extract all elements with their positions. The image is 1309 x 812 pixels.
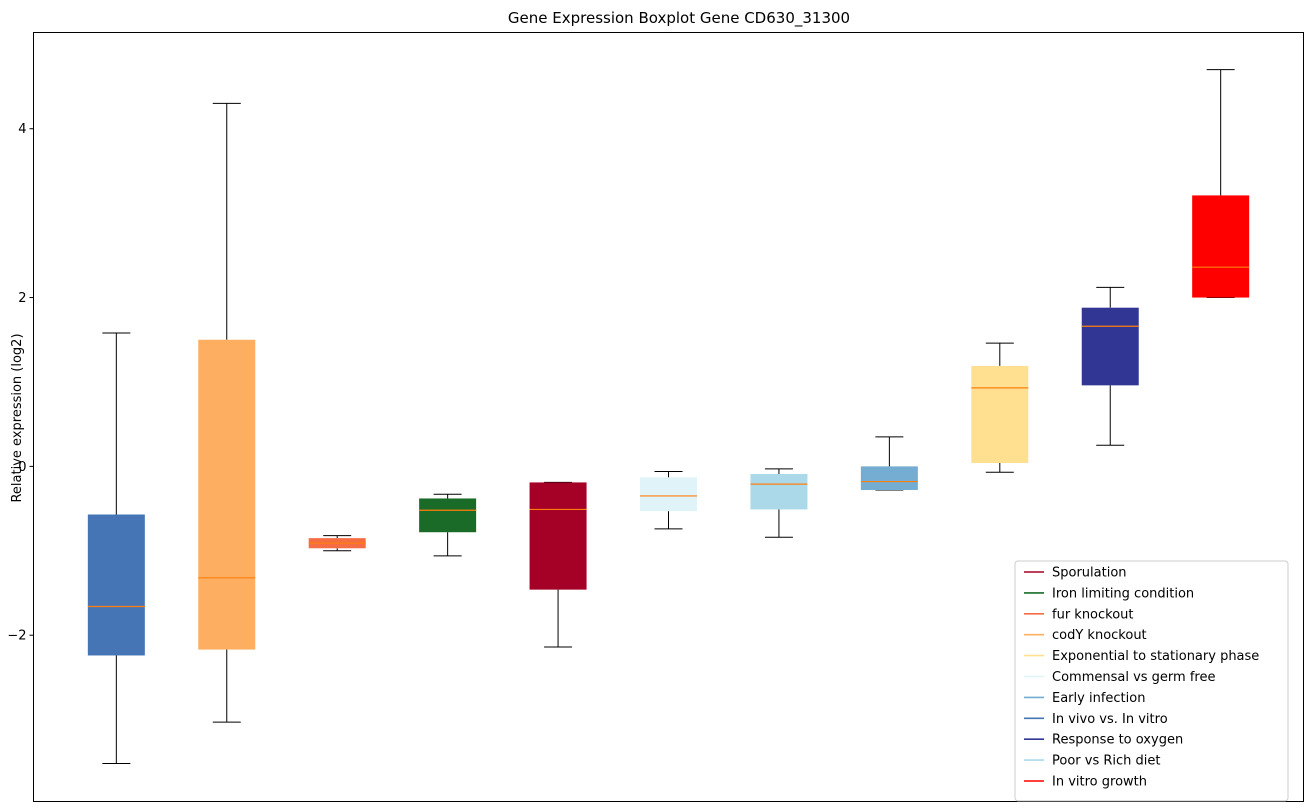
legend-label: Exponential to stationary phase bbox=[1052, 649, 1259, 664]
box-11 bbox=[1192, 69, 1250, 299]
box-9 bbox=[971, 342, 1029, 473]
legend-item: Iron limiting condition bbox=[1024, 586, 1194, 601]
legend-label: Commensal vs germ free bbox=[1052, 670, 1215, 685]
legend-item: In vivo vs. In vitro bbox=[1024, 712, 1168, 727]
box-7 bbox=[750, 468, 808, 538]
y-tick-label: 2 bbox=[18, 291, 26, 306]
legend-label: fur knockout bbox=[1052, 607, 1134, 622]
box-body bbox=[750, 473, 808, 510]
box-body bbox=[860, 466, 918, 491]
legend-label: In vivo vs. In vitro bbox=[1052, 712, 1168, 727]
y-tick-label: 0 bbox=[18, 460, 26, 475]
box-10 bbox=[1081, 286, 1139, 446]
box-8 bbox=[860, 436, 918, 491]
box-body bbox=[1081, 307, 1139, 386]
legend-item: codY knockout bbox=[1024, 628, 1147, 643]
box-5 bbox=[529, 481, 587, 648]
box-6 bbox=[640, 470, 697, 530]
box-3 bbox=[308, 535, 366, 552]
legend-item: Poor vs Rich diet bbox=[1024, 754, 1160, 769]
legend: Sporulation Iron limiting condition fur kn… bbox=[1014, 560, 1289, 802]
plot-frame bbox=[33, 32, 1304, 802]
legend-label: In vitro growth bbox=[1052, 775, 1147, 790]
legend-label: Poor vs Rich diet bbox=[1052, 754, 1160, 769]
box-body bbox=[198, 339, 256, 650]
legend-item: Commensal vs germ free bbox=[1024, 670, 1215, 685]
box-4 bbox=[419, 493, 477, 557]
legend-label: Early infection bbox=[1052, 691, 1145, 706]
box-body bbox=[87, 514, 145, 656]
box-1 bbox=[87, 332, 145, 765]
legend-label: codY knockout bbox=[1052, 628, 1147, 643]
y-tick-label: 4 bbox=[18, 122, 26, 137]
plot-area: −2 0 2 4 bbox=[7, 69, 1250, 765]
chart-title: Gene Expression Boxplot Gene CD630_31300 bbox=[508, 9, 850, 28]
legend-label: Response to oxygen bbox=[1052, 733, 1183, 748]
legend-item: fur knockout bbox=[1024, 607, 1134, 622]
legend-item: Exponential to stationary phase bbox=[1024, 649, 1259, 664]
box-body bbox=[640, 477, 697, 512]
box-body bbox=[971, 365, 1029, 464]
legend-frame bbox=[1014, 560, 1289, 802]
y-axis-label: Relative expression (log2) bbox=[10, 333, 25, 502]
y-tick-label: −2 bbox=[7, 629, 26, 644]
box-body bbox=[1192, 195, 1250, 298]
legend-item: Sporulation bbox=[1024, 566, 1127, 581]
legend-item: Response to oxygen bbox=[1024, 733, 1183, 748]
box-2 bbox=[198, 102, 256, 723]
legend-label: Sporulation bbox=[1052, 566, 1127, 581]
legend-item: Early infection bbox=[1024, 691, 1145, 706]
box-body bbox=[419, 498, 477, 533]
box-body bbox=[529, 482, 587, 590]
legend-label: Iron limiting condition bbox=[1052, 586, 1194, 601]
legend-item: In vitro growth bbox=[1024, 775, 1147, 790]
